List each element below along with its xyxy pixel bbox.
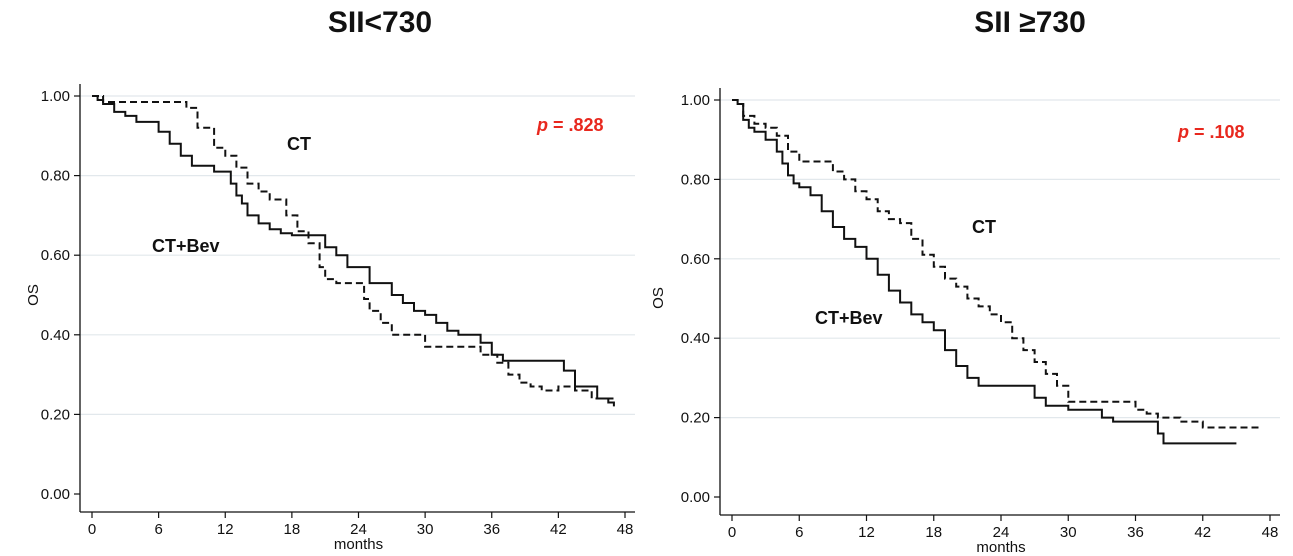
chart-panel-0: 0.00 0.20 0.40 0.60 0.80 1.00 0 6 12 18 24 30 36 42 48… [25,84,635,553]
x-tick-label: 36 [483,521,500,538]
x-axis-label: months [976,539,1025,556]
x-tick-label: 48 [1262,524,1279,541]
series-label-ct-bev: CT+Bev [152,236,220,256]
x-tick-label: 42 [1194,524,1211,541]
chart-panel-1: 0.00 0.20 0.40 0.60 0.80 1.00 0 6 12 18 24 30 36 42 48… [650,88,1280,556]
x-tick-label: 30 [1060,524,1077,541]
y-tick-label: 0.80 [41,168,70,185]
y-tick-label: 0.20 [41,406,70,423]
x-tick-label: 36 [1127,524,1144,541]
y-tick-label: 0.00 [681,489,710,506]
y-tick-label: 0.60 [41,247,70,264]
x-tick-label: 48 [617,521,634,538]
chart-title-right: SII ≥730 [974,6,1086,39]
x-tick-label: 18 [925,524,942,541]
y-tick-label: 0.40 [41,327,70,344]
x-tick-label: 0 [728,524,736,541]
y-tick-label: 1.00 [41,88,70,105]
x-tick-label: 24 [993,524,1010,541]
y-tick-label: 0.80 [681,171,710,188]
x-tick-label: 6 [795,524,803,541]
x-tick-label: 0 [88,521,96,538]
y-axis-label: OS [25,284,42,306]
chart-title-left: SII<730 [327,6,433,39]
y-tick-label: 0.40 [681,330,710,347]
y-tick-label: 0.00 [41,486,70,503]
x-tick-label: 12 [858,524,875,541]
series-line-ct [732,99,1259,429]
series-label-ct: CT [972,217,996,237]
series-label-ct: CT [287,134,311,154]
x-tick-label: 30 [417,521,434,538]
x-tick-label: 18 [284,521,301,538]
x-tick-label: 24 [350,521,367,538]
y-tick-label: 1.00 [681,92,710,109]
x-tick-label: 12 [217,521,234,538]
series-line-ct-bev [732,99,1237,445]
p-value-annotation: p = .828 [536,115,604,135]
x-tick-label: 42 [550,521,567,538]
y-axis-label: OS [650,287,667,309]
y-tick-label: 0.20 [681,410,710,427]
x-tick-label: 6 [154,521,162,538]
x-axis-label: months [334,536,383,553]
y-tick-label: 0.60 [681,251,710,268]
p-value-annotation: p = .108 [1177,122,1245,142]
series-line-ct-bev [92,95,615,407]
series-label-ct-bev: CT+Bev [815,308,883,328]
